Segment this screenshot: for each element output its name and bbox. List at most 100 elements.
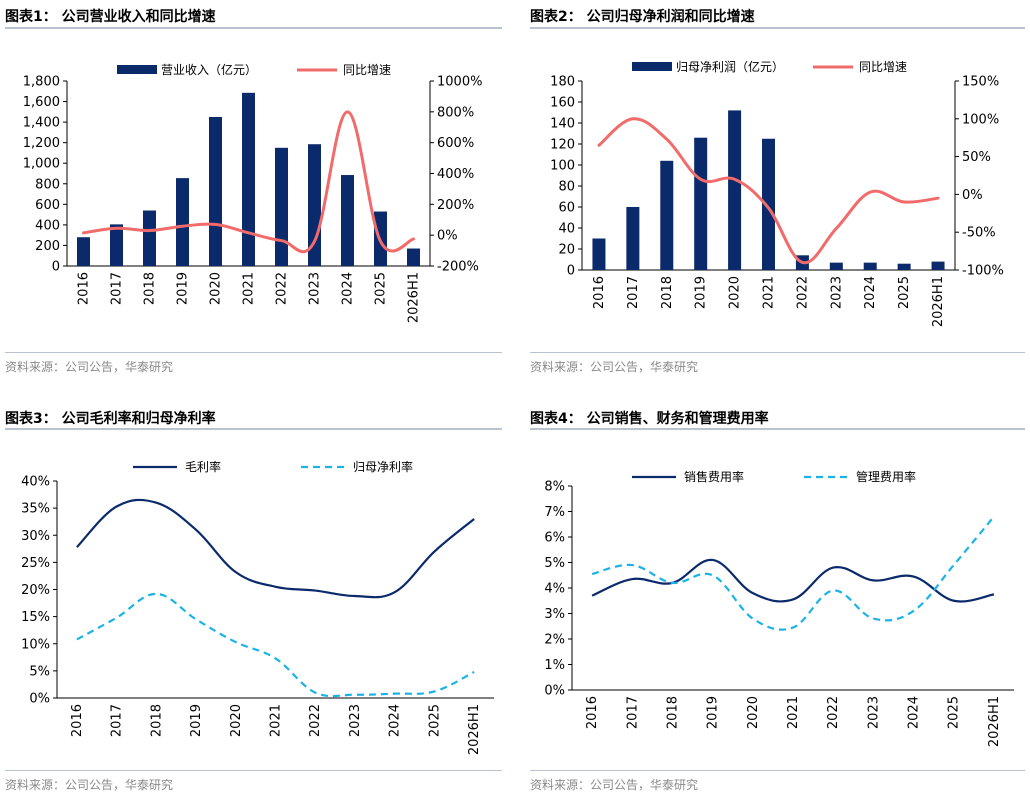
legend-swatch-bar — [117, 65, 157, 74]
x-tick-label: 2019 — [176, 272, 191, 305]
right-tick-label: 400% — [437, 167, 474, 182]
left-tick-label: 140 — [550, 117, 575, 132]
right-tick-label: 0% — [437, 229, 458, 244]
title-rule — [5, 428, 502, 430]
x-tick-label: 2022 — [826, 696, 841, 729]
left-tick-label: 1,800 — [23, 75, 60, 90]
legend-label: 同比增速 — [859, 60, 907, 74]
source-rule — [530, 770, 1025, 771]
y-tick-label: 8% — [544, 480, 565, 495]
solid-series-line — [591, 558, 995, 603]
right-tick-label: 1000% — [437, 75, 482, 90]
left-tick-label: 40 — [558, 222, 575, 237]
dashed-series-line — [591, 515, 995, 631]
bar-mark — [209, 116, 222, 266]
bar-mark — [176, 178, 189, 266]
right-tick-label: 200% — [437, 198, 474, 213]
x-tick-label: 2024 — [863, 276, 878, 309]
right-tick-label: -50% — [962, 226, 996, 241]
x-tick-label: 2018 — [143, 272, 158, 305]
y-tick-label: 40% — [21, 475, 50, 490]
x-tick-label: 2022 — [308, 704, 323, 737]
x-tick-label: 2023 — [308, 272, 323, 305]
x-tick-label: 2026H1 — [407, 272, 422, 323]
title-rule — [530, 27, 1025, 29]
source-rule — [530, 352, 1025, 353]
right-tick-label: 600% — [437, 136, 474, 151]
x-tick-label: 2016 — [70, 704, 85, 737]
legend-label: 管理费用率 — [856, 469, 916, 484]
bar-mark — [694, 137, 708, 270]
profit-chart: 0 20 40 60 80 100 120 140 160 180 -100% -50% 0% 50% 10… — [550, 59, 1004, 327]
x-tick-label: 2021 — [786, 696, 801, 729]
growth-line — [597, 117, 940, 265]
x-tick-label: 2019 — [189, 704, 204, 737]
legend-label: 毛利率 — [185, 459, 221, 474]
x-tick-label: 2023 — [829, 276, 844, 309]
right-tick-label: 800% — [437, 105, 474, 120]
source-note: 资料来源：公司公告，华泰研究 — [530, 778, 699, 792]
x-tick-label: 2020 — [209, 272, 224, 305]
bar-mark — [626, 207, 640, 270]
x-tick-label: 2016 — [592, 276, 607, 309]
chart-panel-1: 图表1： 公司营业收入和同比增速 0 200 400 600 800 1,000 1,200… — [5, 0, 502, 380]
source-rule — [5, 770, 502, 771]
margin-chart: 0% 5% 10% 15% 20% 25% 30% 35% 40% 2016 2017 2018 201… — [21, 459, 494, 755]
x-tick-label: 2021 — [762, 276, 777, 309]
x-tick-label: 2016 — [77, 272, 92, 305]
left-tick-label: 0 — [52, 260, 60, 275]
x-tick-label: 2019 — [694, 276, 709, 309]
bar-mark — [829, 262, 843, 270]
chart-title: 图表3： 公司毛利率和归母净利率 — [5, 411, 216, 427]
source-note: 资料来源：公司公告，华泰研究 — [5, 778, 174, 792]
x-tick-label: 2026H1 — [987, 696, 1002, 747]
y-tick-label: 0% — [29, 692, 50, 707]
y-tick-label: 25% — [21, 556, 50, 571]
right-tick-label: -200% — [437, 260, 479, 275]
left-tick-label: 20 — [558, 243, 575, 258]
x-tick-label: 2018 — [149, 704, 164, 737]
x-tick-label: 2018 — [660, 276, 675, 309]
title-rule — [5, 27, 502, 29]
left-tick-label: 400 — [35, 218, 60, 233]
x-tick-label: 2025 — [427, 704, 442, 737]
x-tick-label: 2018 — [665, 696, 680, 729]
x-tick-label: 2023 — [866, 696, 881, 729]
source-rule — [5, 352, 502, 353]
y-tick-label: 10% — [21, 637, 50, 652]
x-tick-label: 2024 — [388, 704, 403, 737]
bar-mark — [728, 110, 742, 271]
chart-panel-4: 图表4： 公司销售、财务和管理费用率 0% 1% 2% 3% 4% 5% 6% 7% 8% 201… — [530, 404, 1025, 795]
revenue-chart: 0 200 400 600 800 1,000 1,200 1,400 1,600 1,800 -2… — [23, 62, 483, 323]
right-tick-label: 150% — [962, 75, 999, 90]
bar-mark — [660, 160, 674, 270]
legend-label: 销售费用率 — [684, 469, 744, 484]
chart-title: 图表2： 公司归母净利润和同比增速 — [530, 9, 755, 25]
chart-title: 图表1： 公司营业收入和同比增速 — [5, 9, 216, 25]
bar-mark — [762, 138, 775, 270]
legend-label: 同比增速 — [343, 63, 391, 77]
left-tick-label: 1,000 — [23, 157, 60, 172]
y-tick-label: 6% — [544, 531, 565, 546]
x-tick-label: 2024 — [907, 696, 922, 729]
y-tick-label: 30% — [21, 529, 50, 544]
right-tick-label: 50% — [962, 150, 991, 165]
x-tick-label: 2017 — [626, 276, 641, 309]
x-tick-label: 2022 — [275, 272, 290, 305]
legend-label: 归母净利率 — [353, 459, 413, 474]
x-tick-label: 2020 — [229, 704, 244, 737]
bar-mark — [143, 210, 156, 266]
left-tick-label: 120 — [550, 138, 575, 153]
source-note: 资料来源：公司公告，华泰研究 — [530, 360, 699, 374]
legend-label: 营业收入（亿元） — [161, 62, 257, 77]
y-tick-label: 3% — [544, 607, 565, 622]
legend-label: 归母净利润（亿元） — [676, 59, 784, 74]
bar-mark — [77, 237, 90, 266]
chart-panel-2: 图表2： 公司归母净利润和同比增速 0 20 40 60 80 100 120 140 160 1… — [530, 0, 1025, 380]
bar-mark — [242, 92, 255, 266]
x-tick-label: 2025 — [897, 276, 912, 309]
y-tick-label: 20% — [21, 583, 50, 598]
x-tick-label: 2026H1 — [467, 704, 482, 755]
x-tick-label: 2025 — [947, 696, 962, 729]
left-tick-label: 1,600 — [23, 95, 60, 110]
